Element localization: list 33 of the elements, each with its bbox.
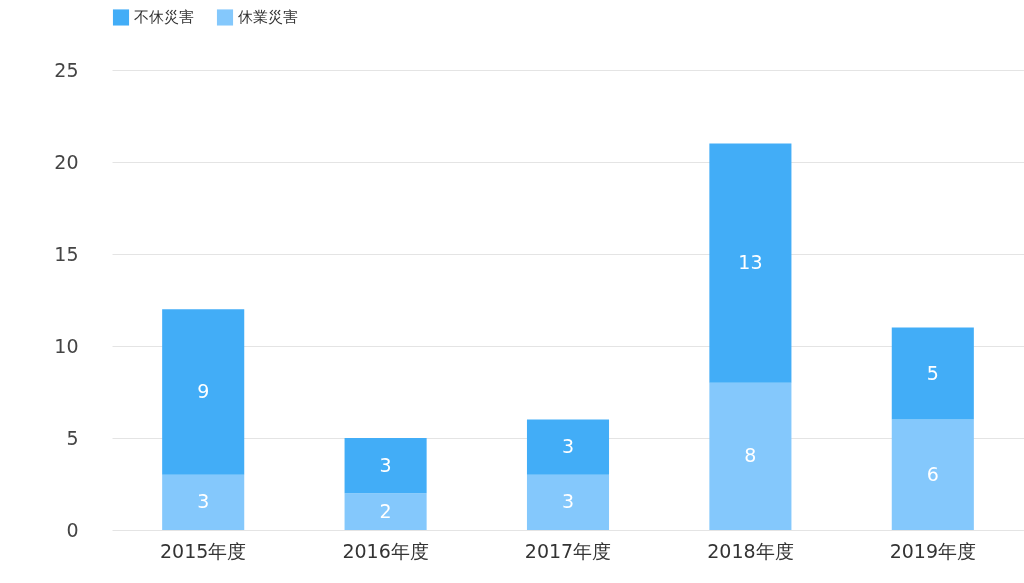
data-label: 8 <box>744 444 757 467</box>
data-label: 3 <box>379 453 392 476</box>
data-label: 3 <box>561 435 575 458</box>
data-label: 6 <box>926 462 939 485</box>
x-tick-label: 2019年度 <box>889 539 976 562</box>
bar <box>162 474 245 530</box>
bar <box>891 327 974 420</box>
y-tick-label: 5 <box>66 426 79 449</box>
y-tick-label: 25 <box>54 58 79 81</box>
y-tick-label: 0 <box>66 518 79 541</box>
bar <box>526 474 610 530</box>
data-label: 5 <box>926 361 939 384</box>
x-tick-label: 2016年度 <box>342 539 429 562</box>
bar <box>891 419 974 530</box>
legend-label: 不休災害 <box>134 8 194 27</box>
data-label: 9 <box>197 380 210 402</box>
bar <box>344 493 427 530</box>
x-tick-label: 2018年度 <box>707 539 794 562</box>
bar <box>709 382 792 530</box>
y-tick-label: 20 <box>54 150 79 173</box>
x-tick-label: 2017年度 <box>524 539 612 562</box>
x-tick-label: 2015年度 <box>160 539 247 562</box>
data-label: 13 <box>738 251 763 274</box>
bar <box>344 438 427 494</box>
data-label: 3 <box>561 490 575 513</box>
bar <box>162 309 245 475</box>
bar <box>709 143 792 383</box>
data-label: 2 <box>379 499 392 522</box>
legend-label: 休業災害 <box>238 8 298 27</box>
bar <box>526 419 610 475</box>
y-tick-label: 10 <box>54 334 79 357</box>
data-label: 3 <box>197 490 210 513</box>
y-tick-label: 15 <box>54 242 79 265</box>
